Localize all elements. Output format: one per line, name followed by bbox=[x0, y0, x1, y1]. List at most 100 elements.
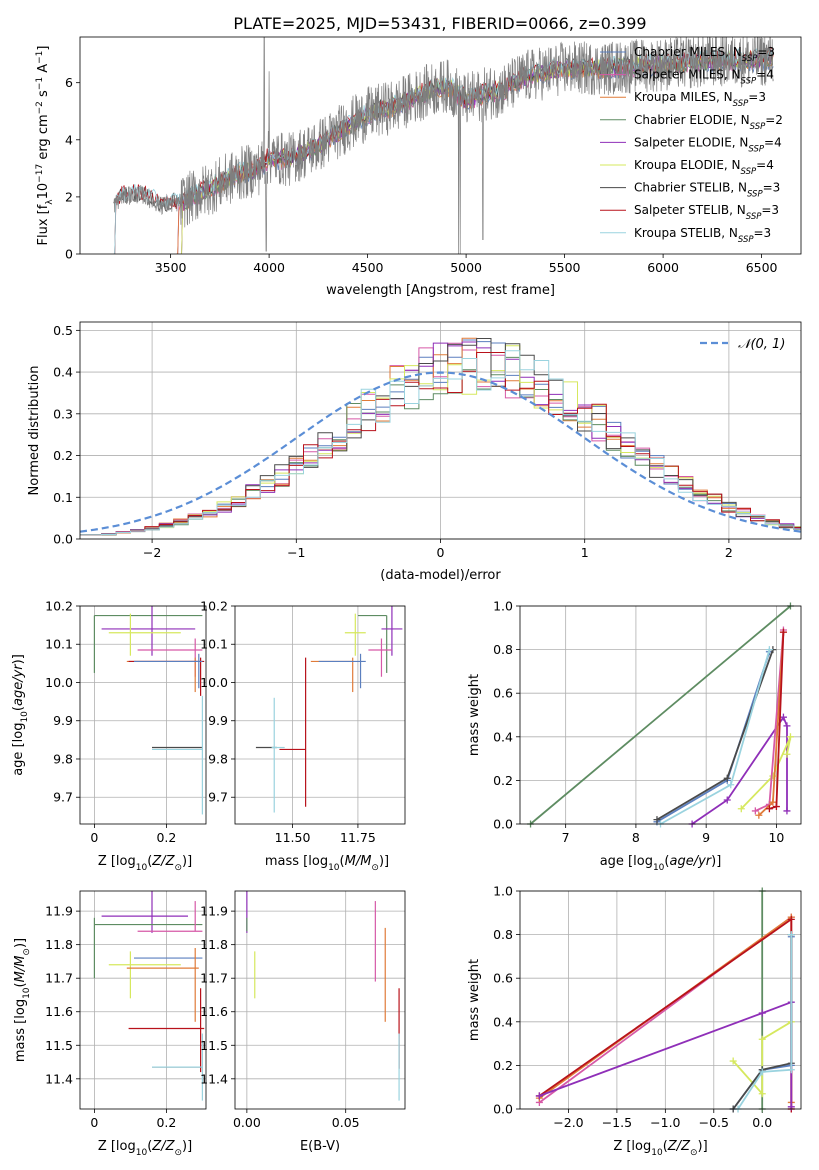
y-tick-label: 0.4 bbox=[493, 1014, 513, 1029]
y-tick-label: 0.0 bbox=[53, 532, 73, 547]
y-tick-label: 0.6 bbox=[493, 971, 513, 986]
y-tick-label: 0.8 bbox=[493, 642, 513, 657]
weight-marker bbox=[751, 807, 759, 815]
legend-label: Chabrier STELIB, NSSP=3 bbox=[634, 181, 780, 200]
weight-marker bbox=[787, 915, 795, 923]
x-tick-label: 0 bbox=[437, 545, 445, 560]
x-tick-label: 4500 bbox=[352, 260, 384, 275]
y-tick-label: 9.8 bbox=[208, 751, 228, 766]
y-tick-label: 9.9 bbox=[208, 713, 228, 728]
weight-marker bbox=[727, 781, 735, 789]
y-tick-label: 11.9 bbox=[45, 904, 73, 919]
y-tick-label: 0.8 bbox=[493, 927, 513, 942]
y-tick-label: 11.8 bbox=[45, 937, 73, 952]
gaussian-curve bbox=[80, 371, 801, 533]
weight-marker bbox=[779, 628, 787, 636]
x-tick-label: −2.0 bbox=[553, 1115, 583, 1130]
weight-line bbox=[740, 736, 792, 810]
x-tick-label: 0.00 bbox=[233, 1115, 261, 1130]
axes-residuals: −2 −1 0 1 2 0.0 0.1 0.2 0.3 0.4 0.5 𝒩(0, 1) (data-mo… bbox=[27, 321, 802, 583]
x-tick-label: 0 bbox=[90, 830, 98, 845]
x-tick-label: 8 bbox=[632, 830, 640, 845]
y-axis-label: age [log10(age/yr)] bbox=[11, 654, 30, 776]
x-tick-label: 0.2 bbox=[156, 1115, 176, 1130]
spectrum-lines bbox=[113, 37, 774, 254]
x-tick-label: 0.0 bbox=[752, 1115, 772, 1130]
x-axis-label: Z [log10(Z/Z⊙)] bbox=[98, 1139, 192, 1158]
histogram-step bbox=[80, 350, 801, 536]
axes-frame bbox=[234, 890, 406, 1110]
x-axis-label: Z [log10(Z/Z⊙)] bbox=[98, 854, 192, 873]
weight-marker bbox=[779, 713, 787, 721]
y-tick-label: 10.1 bbox=[200, 637, 228, 652]
y-tick-label: 1.0 bbox=[493, 884, 513, 899]
x-tick-label: −1 bbox=[287, 545, 305, 560]
y-tick-label: 11.6 bbox=[200, 1004, 228, 1019]
axes-age-vs-mass: 11.50 11.75 9.7 9.8 9.9 10.0 10.1 10.2 mass [log… bbox=[200, 599, 406, 873]
legend-label: Chabrier ELODIE, NSSP=2 bbox=[634, 113, 783, 132]
weight-marker bbox=[783, 807, 791, 815]
weight-marker bbox=[729, 1057, 737, 1065]
y-tick-label: 11.4 bbox=[45, 1071, 73, 1086]
error-bars bbox=[246, 891, 400, 1101]
y-tick-label: 0.4 bbox=[53, 365, 73, 380]
y-tick-label: 0.2 bbox=[53, 448, 73, 463]
legend-label: Kroupa STELIB, NSSP=3 bbox=[634, 226, 771, 245]
y-tick-label: 10.2 bbox=[200, 599, 228, 614]
y-tick-label: 11.9 bbox=[200, 904, 228, 919]
x-axis-label: E(B-V) bbox=[300, 1139, 340, 1154]
legend-label: Salpeter ELODIE, NSSP=4 bbox=[634, 135, 782, 154]
weight-line bbox=[529, 605, 792, 825]
legend-label: Kroupa ELODIE, NSSP=4 bbox=[634, 158, 774, 177]
x-tick-label: 2 bbox=[725, 545, 733, 560]
histogram-step bbox=[80, 345, 801, 536]
x-tick-label: 0.2 bbox=[156, 830, 176, 845]
axes-weight-vs-age: 7 8 9 10 0.0 0.2 0.4 0.6 0.8 1.0 age [log10(age/yr… bbox=[467, 599, 802, 873]
y-tick-label: 11.6 bbox=[45, 1004, 73, 1019]
legend-label: 𝒩(0, 1) bbox=[738, 337, 785, 352]
weight-marker bbox=[758, 1090, 766, 1098]
weight-marker bbox=[723, 774, 731, 782]
y-axis-label: Flux [fλ10−17 erg cm−2 s−1 A−1] bbox=[35, 46, 55, 246]
x-tick-label: 5000 bbox=[450, 260, 482, 275]
x-tick-label: −2 bbox=[143, 545, 161, 560]
y-tick-label: 10.2 bbox=[45, 599, 73, 614]
x-axis-label: Z [log10(Z/Z⊙)] bbox=[613, 1139, 707, 1158]
weight-line bbox=[737, 934, 793, 1110]
y-tick-label: 0.0 bbox=[493, 817, 513, 832]
y-axis-label: mass weight bbox=[467, 959, 482, 1041]
y-tick-label: 11.7 bbox=[200, 971, 228, 986]
x-tick-label: 11.75 bbox=[340, 830, 376, 845]
x-tick-label: 10 bbox=[768, 830, 784, 845]
y-tick-label: 11.4 bbox=[200, 1071, 228, 1086]
y-axis-label: mass weight bbox=[467, 674, 482, 756]
x-tick-label: 11.50 bbox=[275, 830, 311, 845]
weight-marker bbox=[769, 798, 777, 806]
axes-frame bbox=[79, 605, 207, 825]
figure-title: PLATE=2025, MJD=53431, FIBERID=0066, z=0… bbox=[233, 14, 646, 33]
axes-mass-vs-Z: 0 0.2 11.4 11.5 11.6 11.7 11.8 11.9 Z [log10(Z/Z… bbox=[13, 890, 207, 1158]
y-tick-label: 0.2 bbox=[493, 773, 513, 788]
y-tick-label: 0.1 bbox=[53, 490, 73, 505]
axes-frame bbox=[519, 605, 802, 825]
x-axis-label: wavelength [Angstrom, rest frame] bbox=[326, 283, 555, 298]
weight-marker bbox=[653, 816, 661, 824]
x-tick-label: 5500 bbox=[549, 260, 581, 275]
error-bars bbox=[93, 891, 205, 1101]
weight-marker bbox=[772, 803, 780, 811]
y-tick-label: 0.3 bbox=[53, 406, 73, 421]
weight-marker bbox=[737, 805, 745, 813]
axes-frame bbox=[79, 321, 802, 540]
axes-frame bbox=[79, 36, 802, 255]
axes-frame bbox=[79, 890, 207, 1110]
x-tick-label: 7 bbox=[562, 830, 570, 845]
y-tick-label: 0.0 bbox=[493, 1102, 513, 1117]
weight-lines bbox=[535, 887, 795, 1113]
weight-marker bbox=[787, 1066, 795, 1074]
histogram-legend: 𝒩(0, 1) bbox=[700, 337, 785, 352]
y-tick-label: 10.0 bbox=[200, 675, 228, 690]
axes-spectrum: 3500 4000 4500 5000 5500 6000 6500 0 2 4 6 Chabrier… bbox=[35, 36, 802, 298]
y-tick-label: 9.9 bbox=[53, 713, 73, 728]
y-axis-label: Normed distribution bbox=[27, 366, 42, 496]
